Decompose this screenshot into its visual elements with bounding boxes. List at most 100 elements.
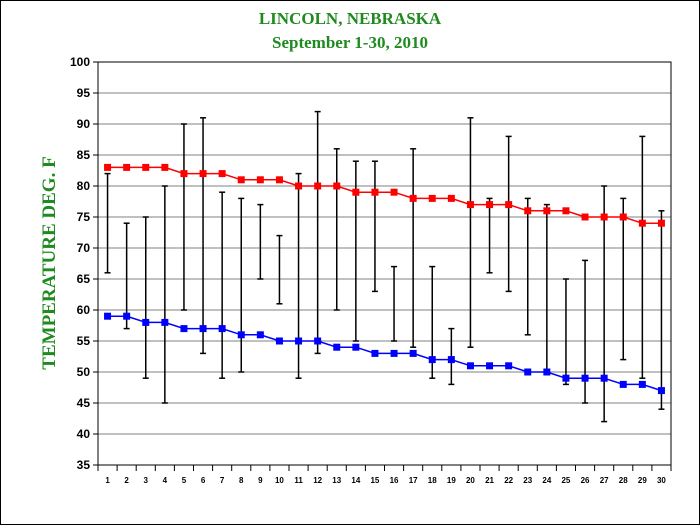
x-tick-label: 5 [182,476,187,485]
y-tick-label: 50 [77,365,91,379]
x-tick-label: 22 [504,476,513,485]
x-tick-label: 19 [447,476,456,485]
series-point-2 [142,318,150,326]
series-point-2 [581,374,589,382]
series-point-1 [428,194,436,202]
series-point-1 [161,163,169,171]
series-point-2 [390,349,398,357]
series-point-1 [600,213,608,221]
series-point-2 [543,368,551,376]
series-point-2 [295,337,303,345]
series-point-2 [161,318,169,326]
x-tick-label: 30 [657,476,666,485]
y-tick-label: 65 [77,272,91,286]
x-tick-label: 1 [105,476,110,485]
series-point-1 [505,201,513,209]
y-tick-label: 55 [77,334,91,348]
series-point-2 [237,331,245,339]
series-point-1 [466,201,474,209]
x-tick-label: 28 [619,476,628,485]
x-tick-label: 21 [485,476,494,485]
series-point-2 [314,337,322,345]
series-point-2 [447,356,455,364]
x-tick-label: 14 [351,476,360,485]
series-point-1 [123,163,131,171]
series-point-1 [390,188,398,196]
series-point-2 [466,362,474,370]
series-point-1 [314,182,322,190]
x-tick-label: 2 [124,476,129,485]
series-point-2 [486,362,494,370]
x-tick-label: 17 [409,476,418,485]
x-tick-label: 10 [275,476,284,485]
series-point-1 [562,207,570,215]
series-point-2 [657,387,665,395]
series-point-1 [524,207,532,215]
x-tick-label: 27 [600,476,609,485]
series-point-2 [104,312,112,320]
series-line-1 [107,166,662,224]
series-line-2 [107,315,662,392]
series-point-2 [600,374,608,382]
y-tick-label: 35 [77,458,91,472]
y-tick-label: 70 [77,241,91,255]
series-point-1 [237,176,245,184]
y-tick-label: 45 [77,396,91,410]
y-tick-label: 85 [77,148,91,162]
series-point-2 [275,337,283,345]
series-point-1 [275,176,283,184]
series-point-2 [123,312,131,320]
x-tick-label: 7 [220,476,225,485]
y-tick-label: 80 [77,179,91,193]
series-point-1 [581,213,589,221]
y-tick-label: 95 [77,86,91,100]
series-point-2 [562,374,570,382]
series-point-1 [142,163,150,171]
y-tick-label: 100 [70,55,90,69]
x-tick-label: 11 [294,476,303,485]
series-point-1 [333,182,341,190]
series-point-1 [657,219,665,227]
x-tick-label: 24 [542,476,551,485]
x-tick-label: 20 [466,476,475,485]
series-point-1 [371,188,379,196]
chart-title: LINCOLN, NEBRASKA [258,9,442,28]
x-tick-label: 13 [332,476,341,485]
chart-subtitle: September 1-30, 2010 [272,33,428,52]
series-point-1 [638,219,646,227]
x-tick-label: 3 [144,476,149,485]
series-point-1 [409,194,417,202]
y-tick-label: 75 [77,210,91,224]
series-point-2 [638,380,646,388]
series-point-2 [409,349,417,357]
series-point-2 [180,325,188,333]
series-point-1 [218,170,226,178]
series-point-1 [295,182,303,190]
series-point-1 [619,213,627,221]
x-tick-label: 26 [581,476,590,485]
x-tick-label: 15 [370,476,379,485]
series-point-2 [505,362,513,370]
series-point-2 [371,349,379,357]
x-tick-label: 6 [201,476,206,485]
series-point-1 [104,163,112,171]
x-tick-label: 29 [638,476,647,485]
series-point-2 [428,356,436,364]
x-tick-label: 12 [313,476,322,485]
y-tick-label: 90 [77,117,91,131]
series-point-1 [447,194,455,202]
series-point-1 [486,201,494,209]
x-tick-label: 23 [523,476,532,485]
series-point-1 [199,170,207,178]
y-tick-label: 40 [77,427,91,441]
x-tick-label: 9 [258,476,263,485]
x-tick-label: 8 [239,476,244,485]
series-point-1 [543,207,551,215]
series-point-1 [256,176,264,184]
series-point-2 [199,325,207,333]
series-point-2 [333,343,341,351]
series-point-2 [352,343,360,351]
series-point-1 [180,170,188,178]
series-point-2 [524,368,532,376]
